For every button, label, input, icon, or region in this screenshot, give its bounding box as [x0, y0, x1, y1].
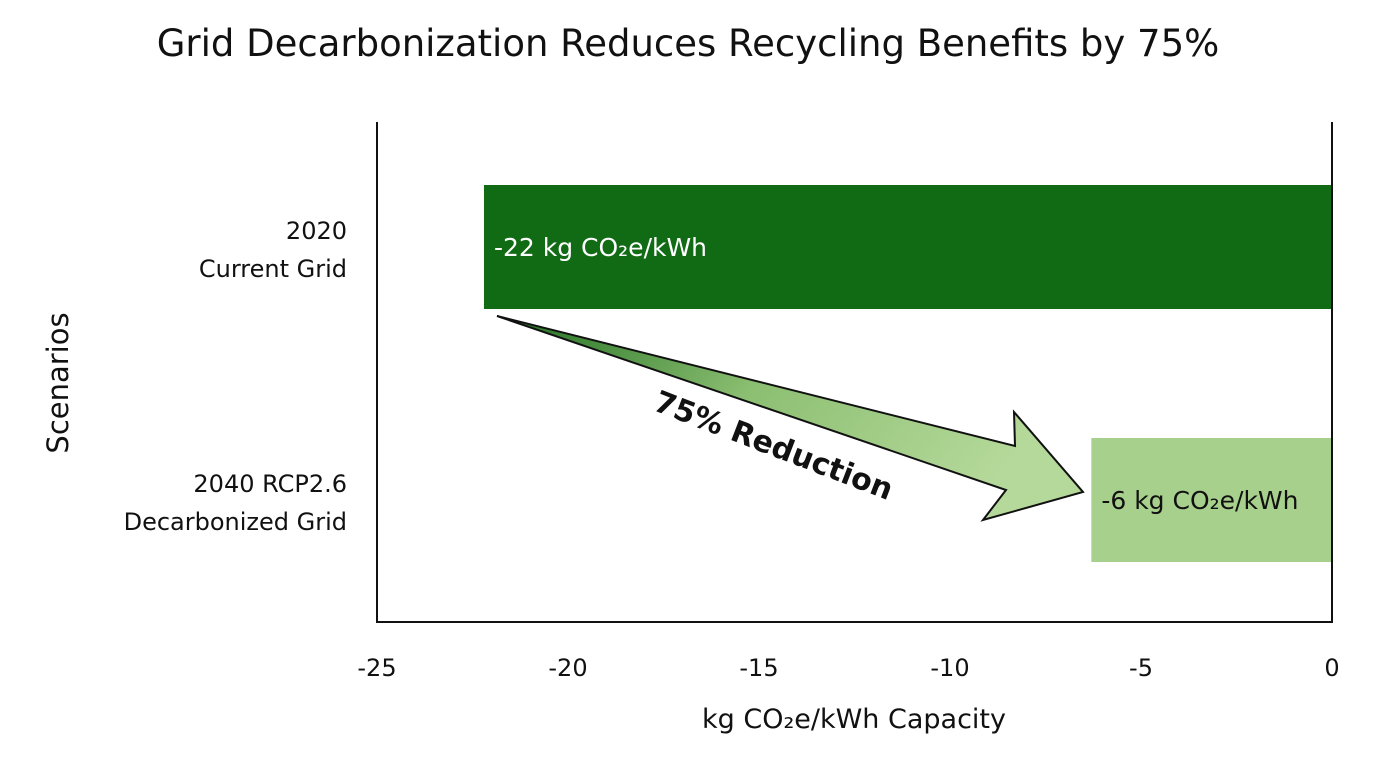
reduction-arrow [496, 315, 1085, 522]
category-label: 2020 [286, 217, 347, 245]
x-tick-label: -20 [548, 654, 587, 682]
category-label: Current Grid [199, 255, 347, 283]
category-label: Decarbonized Grid [124, 508, 347, 536]
x-tick-label: -15 [739, 654, 778, 682]
bar [483, 185, 1333, 309]
y-axis-label: Scenarios [41, 312, 75, 453]
x-tick-label: -10 [930, 654, 969, 682]
data-label: -22 kg CO₂e/kWh [494, 233, 707, 262]
x-tick-label: -25 [357, 654, 396, 682]
x-tick-label: 0 [1324, 654, 1339, 682]
data-label: -6 kg CO₂e/kWh [1101, 486, 1298, 515]
category-label: 2040 RCP2.6 [193, 470, 347, 498]
chart-title: Grid Decarbonization Reduces Recycling B… [156, 22, 1220, 65]
bar [1091, 438, 1332, 562]
x-axis-label: kg CO₂e/kWh Capacity [702, 704, 1006, 735]
x-tick-label: -5 [1129, 654, 1153, 682]
